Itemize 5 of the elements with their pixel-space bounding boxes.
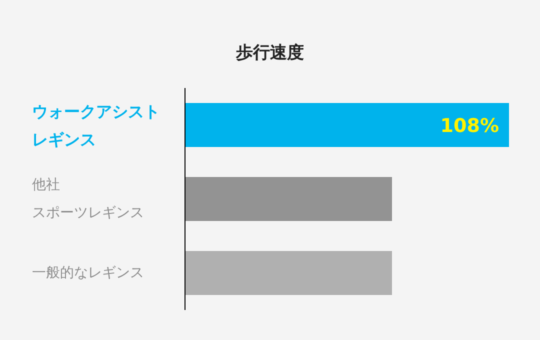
chart-title: 歩行速度 xyxy=(235,43,304,63)
y-tick-label: 他社スポーツレギンス xyxy=(32,177,144,221)
data-label: 108% xyxy=(440,115,499,137)
y-tick-label: 一般的なレギンス xyxy=(32,265,144,281)
y-tick-label: ウォークアシストレギンス xyxy=(32,102,160,148)
